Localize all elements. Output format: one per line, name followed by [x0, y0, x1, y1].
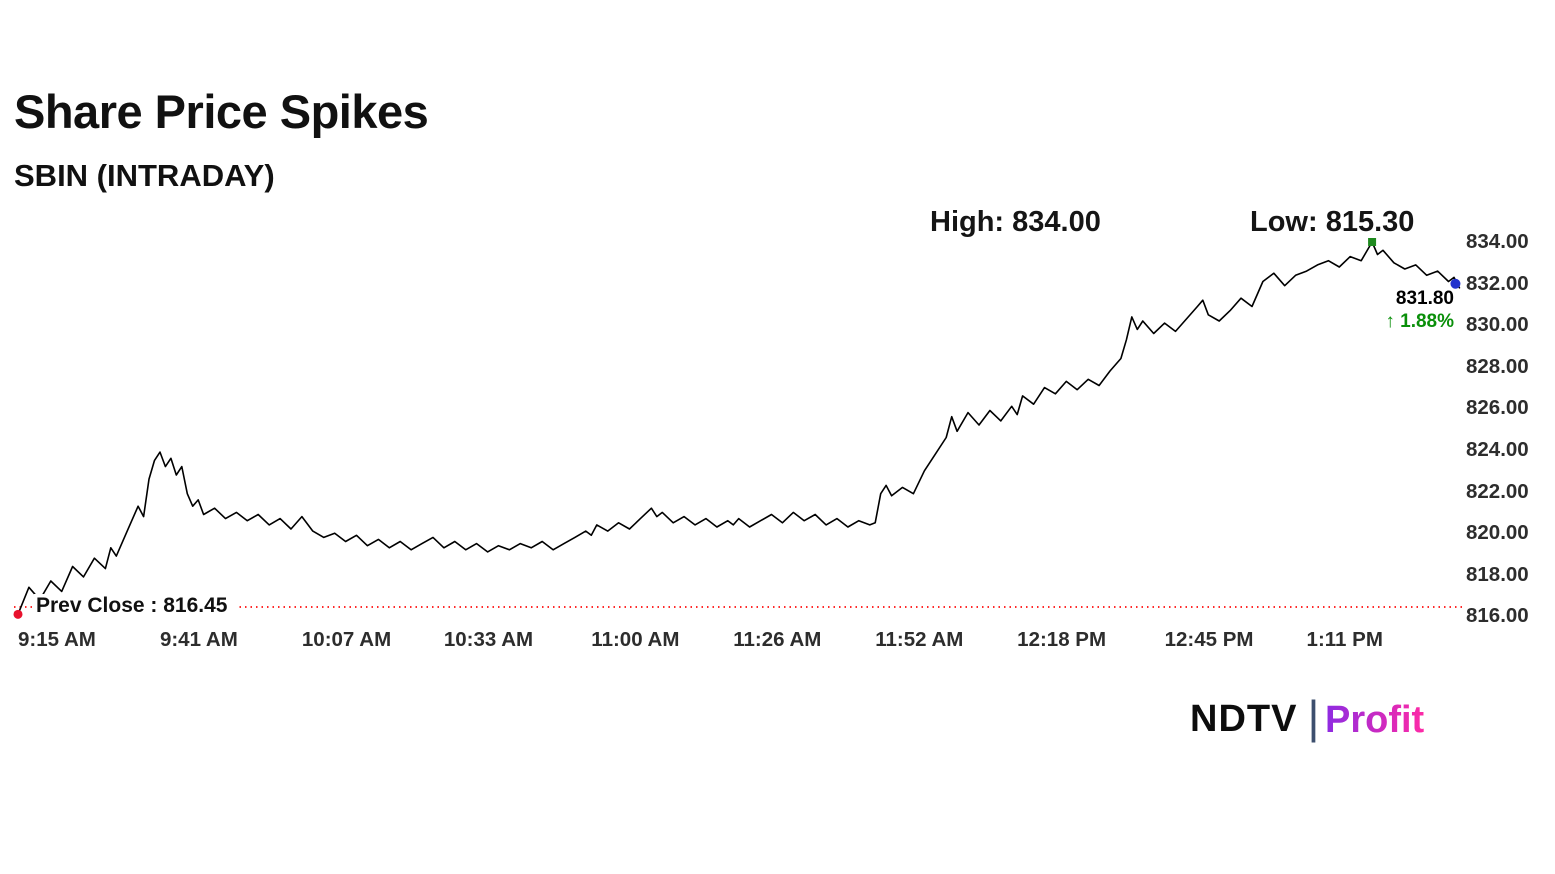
x-axis-label: 11:52 AM	[875, 628, 964, 651]
x-axis-label: 11:00 AM	[591, 628, 680, 651]
price-line-series	[17, 241, 1461, 616]
y-axis-label: 828.00	[1466, 354, 1529, 378]
x-axis-label: 12:18 PM	[1017, 628, 1107, 651]
y-axis-label: 818.00	[1466, 562, 1529, 586]
high-marker-square	[1368, 238, 1377, 246]
x-axis-label: 9:15 AM	[18, 628, 96, 651]
x-axis-label: 10:33 AM	[443, 628, 534, 651]
page-title: Share Price Spikes	[14, 85, 429, 138]
open-marker-dot	[13, 609, 23, 619]
last-quote-block: 831.80 ↑ 1.88%	[1378, 288, 1454, 334]
y-axis-label: 834.00	[1466, 230, 1529, 253]
last-price-value: 831.80	[1395, 288, 1454, 309]
x-axis-label: 11:26 AM	[733, 628, 822, 651]
x-axis-label: 1:11 PM	[1306, 628, 1383, 651]
profit-logo-text: Profit	[1325, 699, 1425, 741]
profit-logo-text-svg: Profit	[1325, 699, 1425, 741]
x-axis-label: 10:07 AM	[301, 628, 392, 651]
x-axis-label: 12:45 PM	[1164, 628, 1254, 651]
y-axis-label: 822.00	[1466, 479, 1529, 503]
price-change-percent: ↑ 1.88%	[1385, 311, 1454, 332]
x-axis-label: 9:41 AM	[159, 628, 238, 651]
y-axis-label: 824.00	[1466, 438, 1529, 461]
y-axis-label: 820.00	[1466, 521, 1529, 545]
y-axis-label: 826.00	[1466, 396, 1529, 420]
prev-close-label: Prev Close : 816.45	[34, 594, 238, 618]
logo-separator-bar: |	[1307, 691, 1320, 743]
high-annotation: High: 834.00	[930, 206, 1101, 238]
last-price-dot	[1450, 278, 1461, 289]
y-axis-label: 832.00	[1466, 271, 1529, 295]
y-axis-label: 830.00	[1466, 313, 1529, 337]
chart-subtitle-symbol: SBIN (INTRADAY)	[14, 158, 275, 193]
y-axis-label: 816.00	[1466, 604, 1529, 628]
ndtv-profit-logo: NDTV | Profit	[1190, 690, 1465, 748]
ndtv-logo-text: NDTV	[1190, 697, 1298, 740]
low-annotation: Low: 815.30	[1250, 206, 1415, 238]
